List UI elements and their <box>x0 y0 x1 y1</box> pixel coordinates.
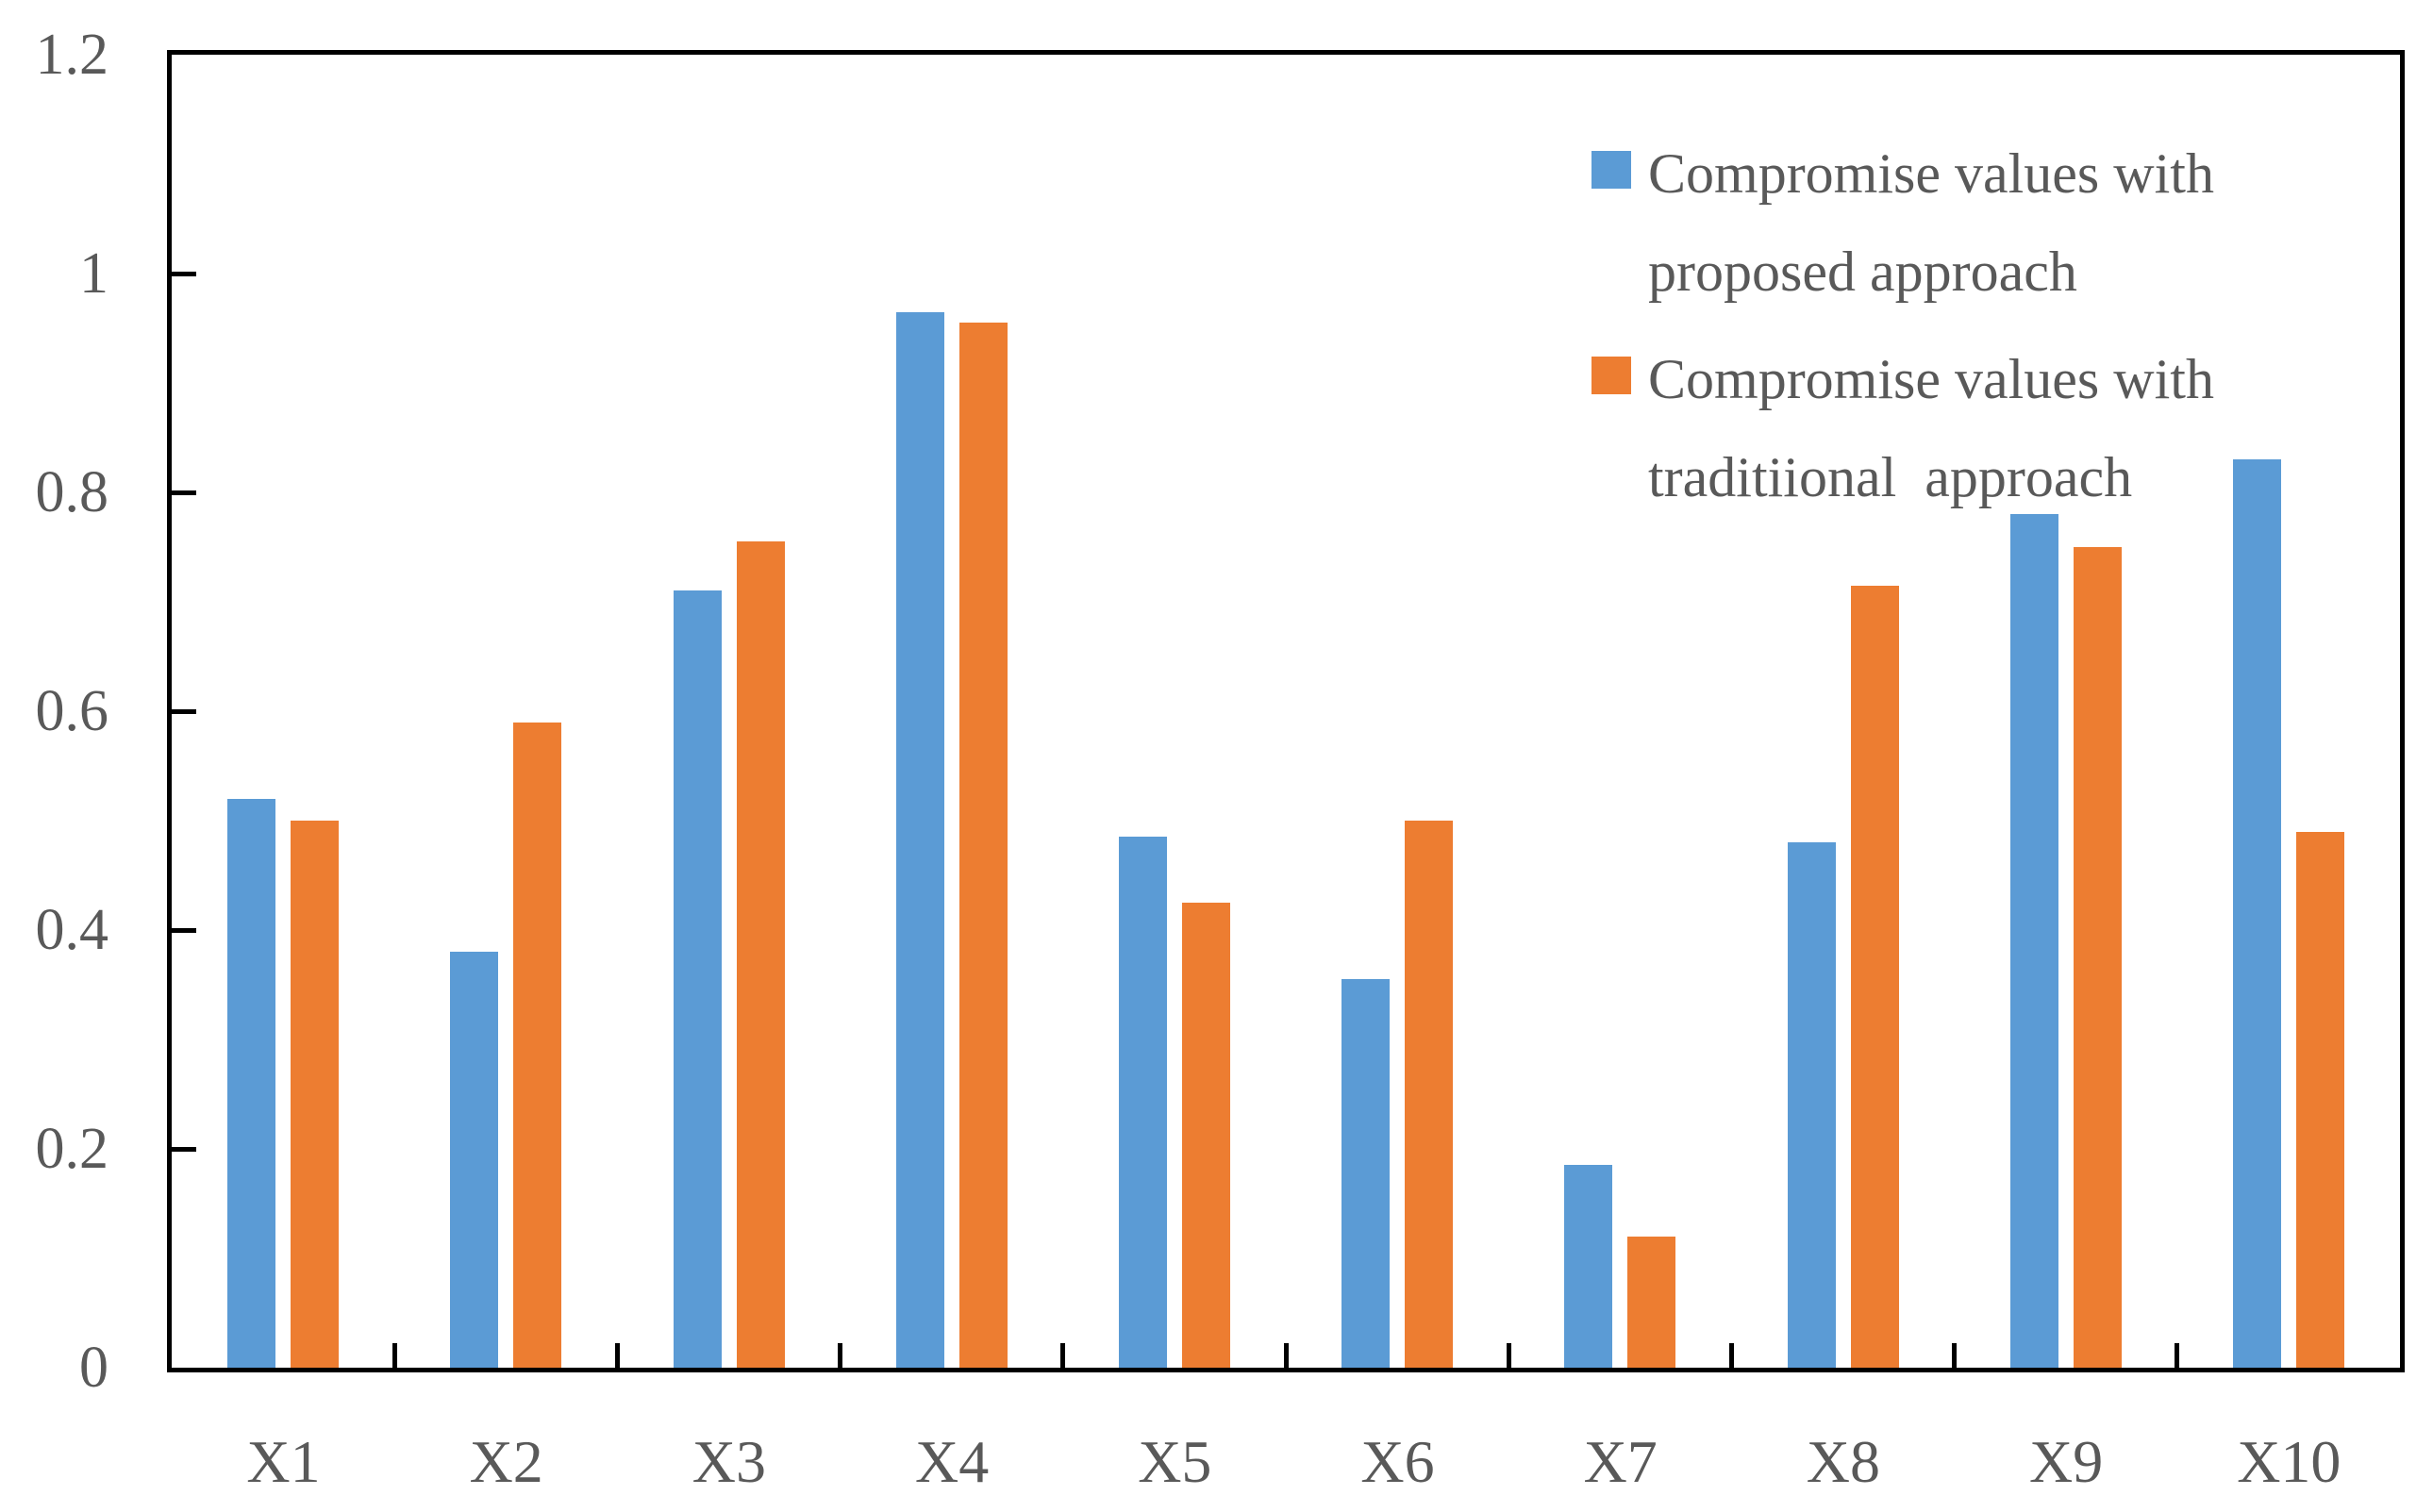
x-tick-label-x1: X1 <box>246 1428 321 1495</box>
x-tick-label-x3: X3 <box>692 1428 766 1495</box>
y-tick-mark-0.6 <box>172 708 196 714</box>
bar-x9-series2 <box>2073 547 2122 1368</box>
x-tick-label-x8: X8 <box>1806 1428 1880 1495</box>
x-tick-mark-6 <box>1506 1343 1511 1368</box>
bar-x2-series2 <box>513 722 562 1368</box>
bar-x2-series1 <box>450 952 499 1368</box>
bar-x3-series2 <box>736 541 785 1368</box>
bar-x10-series2 <box>2295 831 2344 1368</box>
bar-x7-series2 <box>1627 1236 1676 1368</box>
y-tick-label-0.2: 0.2 <box>35 1117 109 1181</box>
y-tick-label-1.2: 1.2 <box>35 23 109 87</box>
plot-area <box>167 50 2405 1372</box>
x-tick-mark-3 <box>838 1343 843 1368</box>
bar-x10-series1 <box>2232 459 2281 1368</box>
x-tick-mark-5 <box>1283 1343 1289 1368</box>
y-tick-label-0: 0 <box>79 1336 108 1400</box>
x-tick-mark-7 <box>1728 1343 1734 1368</box>
y-tick-mark-0.8 <box>172 490 196 495</box>
y-tick-mark-0.2 <box>172 1146 196 1152</box>
y-tick-mark-0.4 <box>172 927 196 933</box>
x-tick-label-x2: X2 <box>469 1428 543 1495</box>
x-tick-mark-2 <box>614 1343 620 1368</box>
bar-x6-series1 <box>1341 979 1391 1368</box>
x-tick-label-x9: X9 <box>2028 1428 2104 1495</box>
bar-x5-series1 <box>1118 837 1167 1368</box>
bar-x6-series2 <box>1405 821 1454 1368</box>
legend-label-1: Compromise values with proposed approach <box>1648 142 2214 303</box>
x-tick-mark-4 <box>1060 1343 1066 1368</box>
bar-x8-series1 <box>1787 842 1836 1368</box>
bar-x1-series1 <box>227 798 276 1368</box>
x-tick-label-x7: X7 <box>1583 1428 1658 1495</box>
y-tick-label-0.6: 0.6 <box>35 679 109 743</box>
x-tick-label-x10: X10 <box>2237 1428 2341 1495</box>
legend-item-1: Compromise values with proposed approach <box>1591 125 2403 321</box>
legend-item-2: Compromise values with traditiional appr… <box>1591 330 2403 526</box>
y-tick-label-0.4: 0.4 <box>35 898 109 962</box>
bar-x7-series1 <box>1564 1165 1613 1368</box>
bar-x3-series1 <box>673 590 722 1368</box>
legend-label-2: Compromise values with traditiional appr… <box>1648 348 2214 508</box>
x-tick-label-x4: X4 <box>914 1428 990 1495</box>
bar-x9-series1 <box>2009 514 2058 1368</box>
x-tick-mark-9 <box>2175 1343 2180 1368</box>
bar-x8-series2 <box>1850 585 1899 1368</box>
legend-swatch-icon <box>1591 357 1631 394</box>
x-tick-mark-8 <box>1952 1343 1958 1368</box>
x-tick-mark-1 <box>392 1343 397 1368</box>
x-tick-label-x5: X5 <box>1138 1428 1212 1495</box>
bar-x1-series2 <box>291 821 340 1368</box>
bar-x5-series2 <box>1181 903 1230 1368</box>
bar-x4-series2 <box>958 323 1008 1368</box>
bar-x4-series1 <box>895 311 944 1368</box>
y-tick-mark-1 <box>172 271 196 276</box>
y-tick-label-1: 1 <box>79 241 108 306</box>
legend-swatch-icon <box>1591 151 1631 189</box>
legend: Compromise values with proposed approach… <box>1591 125 2403 526</box>
y-tick-label-0.8: 0.8 <box>35 460 109 524</box>
x-tick-label-x6: X6 <box>1360 1428 1435 1495</box>
